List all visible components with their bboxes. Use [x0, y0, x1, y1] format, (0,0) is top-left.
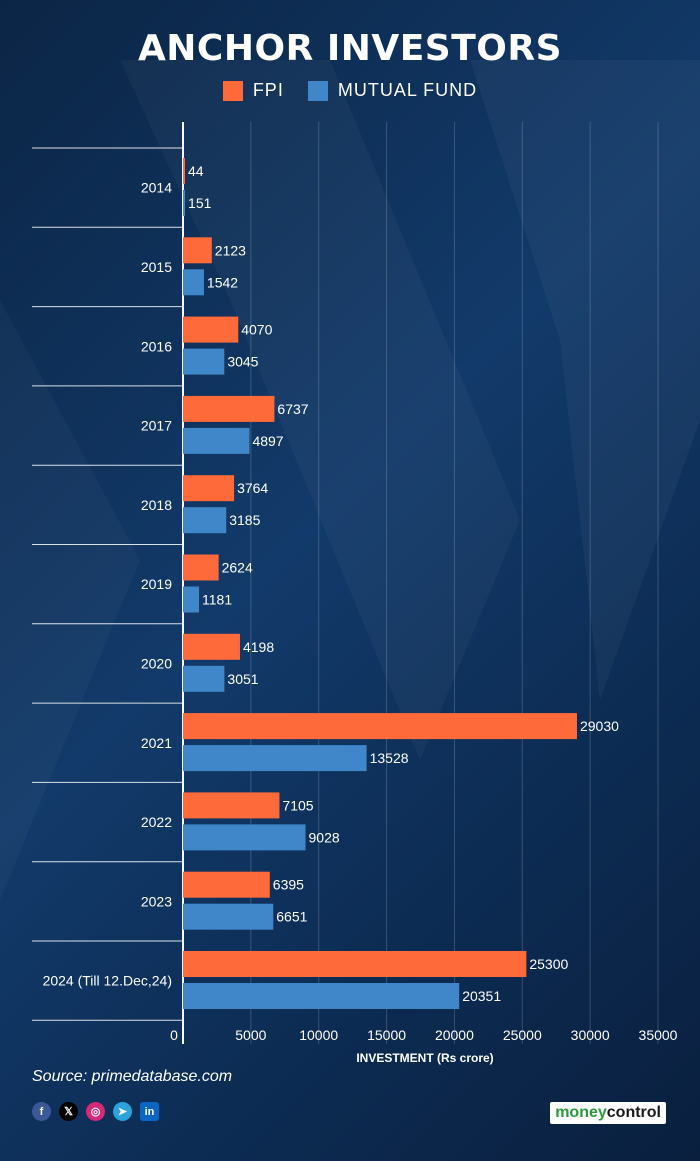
x-tick-label: 25000: [503, 1027, 542, 1043]
bar-chart: 2014 44 151 2015 2123 1542 2016 4070 3045 2017 673…: [43, 158, 678, 1065]
data-label: 3185: [229, 512, 260, 528]
x-axis-title: INVESTMENT (Rs crore): [356, 1051, 493, 1065]
bar-mutual-fund: [183, 507, 227, 534]
bar-fpi: [183, 871, 270, 898]
data-label: 44: [188, 163, 204, 179]
bar-fpi: [183, 475, 235, 502]
data-label: 2123: [215, 242, 246, 258]
bar-mutual-fund: [183, 427, 250, 454]
bar-fpi: [183, 951, 527, 977]
category-label: 2020: [141, 655, 172, 671]
data-label: 1542: [207, 274, 238, 290]
bar-fpi: [183, 237, 212, 264]
category-label: 2023: [141, 893, 172, 909]
x-tick-label: 10000: [299, 1027, 338, 1043]
x-tick-label: 35000: [639, 1027, 678, 1043]
x-tick-label: 30000: [571, 1027, 610, 1043]
legend-swatch-mutual-fund: [307, 80, 328, 101]
data-label: 3045: [227, 354, 258, 370]
bar-mutual-fund: [183, 665, 225, 692]
category-label: 2015: [141, 259, 172, 275]
category-label: 2024 (Till 12.Dec,24): [43, 973, 172, 989]
bar-fpi: [183, 395, 275, 422]
legend: FPI MUTUAL FUND: [0, 80, 700, 101]
x-tick-label: 5000: [235, 1027, 266, 1043]
bar-fpi: [183, 316, 239, 343]
data-label: 6651: [276, 909, 307, 925]
data-label: 9028: [309, 829, 340, 845]
legend-label-fpi: FPI: [252, 80, 284, 100]
data-label: 4070: [241, 322, 272, 338]
legend-label-mutual-fund: MUTUAL FUND: [337, 80, 478, 100]
x-tick-label: 15000: [367, 1027, 406, 1043]
bar-mutual-fund: [183, 745, 367, 772]
logo-part-money: money: [555, 1104, 607, 1121]
data-label: 25300: [529, 956, 568, 972]
bar-fpi: [183, 792, 280, 819]
category-label: 2014: [141, 180, 172, 196]
data-label: 4198: [243, 639, 274, 655]
bar-mutual-fund: [183, 824, 306, 851]
telegram-icon[interactable]: ➤: [113, 1102, 132, 1121]
category-label: 2016: [141, 338, 172, 354]
data-label: 29030: [580, 718, 619, 734]
category-label: 2018: [141, 497, 172, 513]
category-label: 2022: [141, 814, 172, 830]
data-label: 7105: [282, 797, 313, 813]
legend-item-mutual-fund: MUTUAL FUND: [307, 80, 478, 101]
data-label: 4897: [252, 433, 283, 449]
data-label: 20351: [462, 988, 501, 1004]
bar-mutual-fund: [183, 190, 186, 216]
category-label: 2017: [141, 418, 172, 434]
bar-mutual-fund: [183, 983, 460, 1009]
facebook-icon[interactable]: f: [32, 1102, 51, 1121]
category-label: 2019: [141, 576, 172, 592]
social-icons: f 𝕏 ◎ ➤ in: [32, 1102, 159, 1121]
moneycontrol-logo: moneycontrol: [550, 1102, 666, 1124]
data-label: 13528: [370, 750, 409, 766]
bar-mutual-fund: [183, 269, 204, 296]
data-label: 6737: [277, 401, 308, 417]
instagram-icon[interactable]: ◎: [86, 1102, 105, 1121]
linkedin-icon[interactable]: in: [140, 1102, 159, 1121]
bar-fpi: [183, 554, 219, 581]
x-tick-label: 0: [170, 1027, 178, 1043]
bar-mutual-fund: [183, 903, 274, 930]
source-note: Source: primedatabase.com: [32, 1068, 233, 1085]
x-icon[interactable]: 𝕏: [59, 1102, 78, 1121]
chart-title: ANCHOR INVESTORS: [137, 28, 563, 69]
data-label: 1181: [202, 592, 232, 608]
data-label: 151: [188, 195, 212, 211]
legend-item-fpi: FPI: [222, 80, 284, 101]
bar-mutual-fund: [183, 586, 200, 613]
bar-fpi: [183, 158, 185, 184]
data-label: 2624: [222, 560, 253, 576]
bar-fpi: [183, 713, 577, 740]
bar-mutual-fund: [183, 348, 225, 375]
logo-part-control: control: [606, 1104, 661, 1121]
data-label: 3051: [227, 671, 258, 687]
category-label: 2021: [141, 735, 172, 751]
data-label: 6395: [273, 877, 304, 893]
legend-swatch-fpi: [222, 80, 243, 101]
x-tick-label: 20000: [435, 1027, 474, 1043]
bar-fpi: [183, 633, 240, 660]
data-label: 3764: [237, 480, 268, 496]
